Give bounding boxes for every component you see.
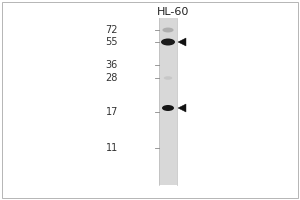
Ellipse shape [161, 38, 175, 46]
Bar [159, 18, 177, 185]
Text: 28: 28 [106, 73, 118, 83]
Text: 36: 36 [106, 60, 118, 70]
Text: HL-60: HL-60 [157, 7, 189, 17]
Ellipse shape [164, 76, 172, 80]
Text: 11: 11 [106, 143, 118, 153]
Text: 72: 72 [106, 25, 118, 35]
Ellipse shape [162, 28, 174, 32]
Text: 55: 55 [106, 37, 118, 47]
Text: 17: 17 [106, 107, 118, 117]
Ellipse shape [162, 105, 174, 111]
